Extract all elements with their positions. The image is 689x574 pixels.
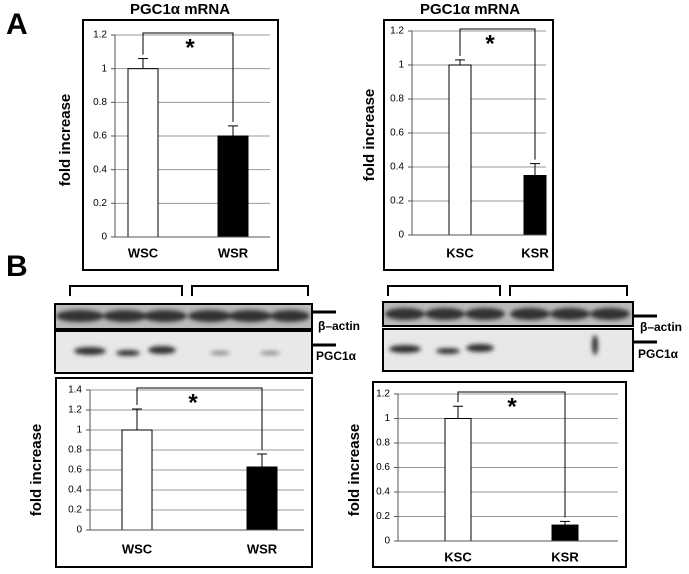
y-tick-label: 0.4 [390, 162, 404, 173]
x-tick-label: WSR [218, 245, 249, 260]
y-tick-label: 0.8 [68, 445, 82, 456]
y-tick-label: 0.8 [93, 97, 107, 108]
x-tick-label: KSR [521, 245, 549, 260]
significance-bracket [459, 28, 536, 160]
x-tick-label: WSC [122, 541, 153, 556]
annotation: * [485, 30, 495, 57]
bar [121, 429, 153, 531]
x-tick-label: KSC [444, 549, 472, 564]
bar [127, 68, 159, 238]
bar [217, 135, 249, 238]
y-tick-label: 0.4 [93, 164, 107, 175]
x-tick-label: KSC [446, 245, 474, 260]
significance-bracket [136, 387, 263, 450]
western-blot: β–actin PGC1α [54, 285, 360, 374]
bar [523, 175, 547, 236]
y-tick-label: 0.6 [68, 465, 82, 476]
x-tick-label: WSR [247, 541, 278, 556]
y-tick-label: 1.2 [68, 405, 82, 416]
significance-bracket [457, 391, 566, 518]
bar [551, 524, 579, 542]
y-tick-label: 0.4 [68, 485, 82, 496]
y-tick-label: 1.4 [68, 385, 82, 396]
y-tick-label: 1.2 [390, 26, 404, 37]
y-tick-label: 0 [384, 536, 390, 547]
x-tick-label: WSC [128, 245, 159, 260]
chart-frame [383, 19, 554, 271]
y-tick-label: 0.4 [376, 487, 390, 498]
y-tick-label: 1 [398, 60, 404, 71]
y-tick-label: 1.2 [93, 30, 107, 41]
y-tick-label: 0 [398, 230, 404, 241]
y-axis-label: fold increase [57, 94, 74, 187]
chart-frame [372, 381, 627, 568]
bar [246, 466, 278, 531]
y-tick-label: 0 [76, 525, 82, 536]
chart-title: PGC1α mRNA [130, 1, 230, 18]
y-axis-label: fold increase [361, 89, 378, 182]
blot-label: β–actin [318, 319, 360, 333]
blot-label: PGC1α [638, 347, 679, 361]
y-tick-label: 1 [76, 425, 82, 436]
panel-label: A [6, 8, 28, 41]
annotation: * [188, 389, 198, 416]
panel-label: B [6, 250, 28, 283]
y-tick-label: 0 [101, 232, 107, 243]
y-tick-label: 0.6 [376, 462, 390, 473]
significance-bracket [142, 32, 234, 122]
y-tick-label: 0.2 [68, 505, 82, 516]
y-tick-label: 0.8 [390, 94, 404, 105]
western-blot: β–actin PGC1α [382, 285, 682, 372]
y-tick-label: 0.6 [390, 128, 404, 139]
annotation: * [185, 34, 195, 61]
y-axis-label: fold increase [346, 424, 363, 517]
y-tick-label: 1 [384, 413, 390, 424]
blot-label: β–actin [640, 320, 682, 334]
blot-label: PGC1α [316, 349, 357, 363]
chart-title: PGC1α mRNA [420, 1, 520, 18]
y-tick-label: 1 [101, 63, 107, 74]
y-tick-label: 1.2 [376, 389, 390, 400]
y-tick-label: 0.2 [376, 511, 390, 522]
bar [444, 418, 472, 542]
annotation: * [507, 393, 517, 420]
y-axis-label: fold increase [28, 424, 45, 517]
x-tick-label: KSR [551, 549, 579, 564]
y-tick-label: 0.2 [390, 196, 404, 207]
chart-frame [55, 377, 313, 568]
y-tick-label: 0.6 [93, 131, 107, 142]
y-tick-label: 0.8 [376, 438, 390, 449]
bar [448, 64, 472, 236]
y-tick-label: 0.2 [93, 198, 107, 209]
chart-frame [82, 19, 279, 271]
